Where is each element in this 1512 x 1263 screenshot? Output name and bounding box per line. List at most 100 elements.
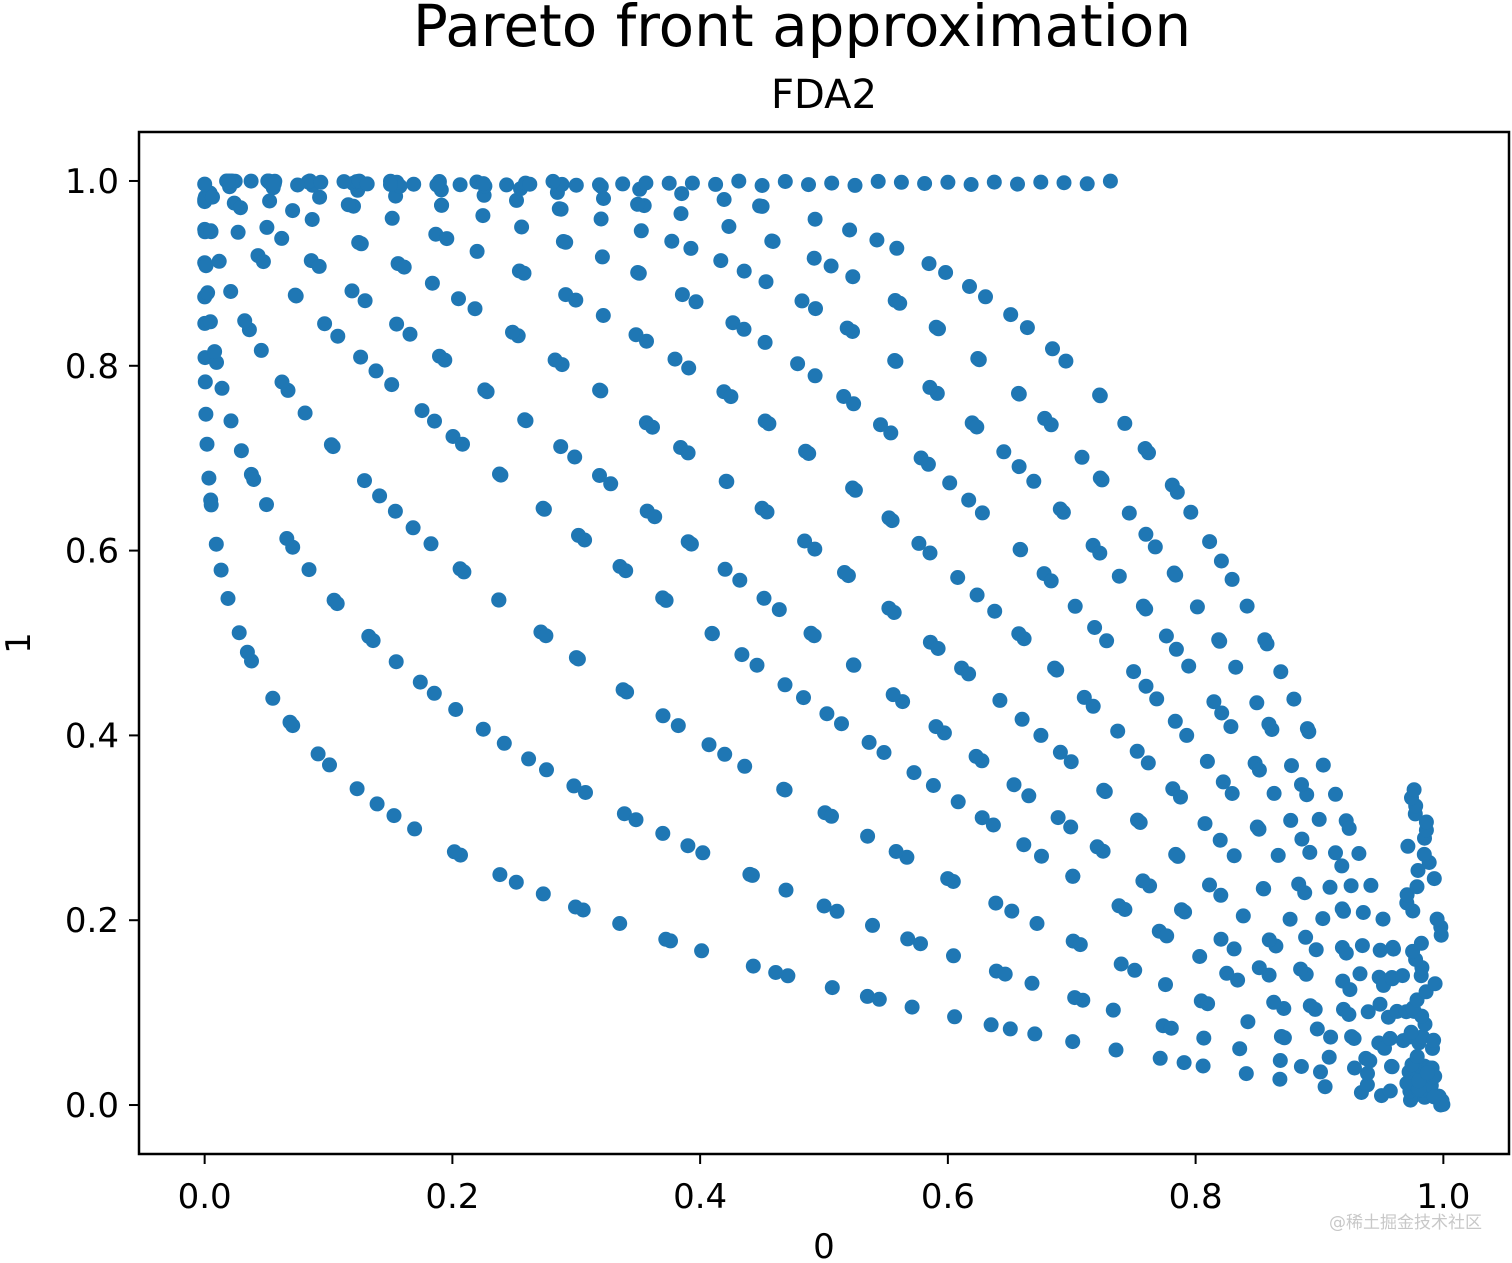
data-point xyxy=(1024,975,1040,991)
data-point xyxy=(1270,847,1286,863)
data-point xyxy=(1354,938,1370,954)
data-point xyxy=(568,177,584,193)
data-point xyxy=(446,844,462,860)
data-point xyxy=(913,450,929,466)
data-point xyxy=(1426,1089,1442,1105)
data-point xyxy=(1111,568,1127,584)
data-point xyxy=(203,497,219,513)
data-point xyxy=(638,175,654,191)
data-point xyxy=(861,734,877,750)
data-point xyxy=(906,765,922,781)
data-point xyxy=(1011,459,1027,475)
data-point xyxy=(1286,691,1302,707)
data-point xyxy=(950,570,966,585)
y-axis-label: 1 xyxy=(0,632,39,654)
data-point xyxy=(885,687,901,703)
data-point xyxy=(1352,966,1368,982)
data-point xyxy=(670,718,686,734)
data-point xyxy=(571,527,586,543)
data-point xyxy=(847,177,863,193)
data-point xyxy=(558,234,574,250)
data-point xyxy=(777,174,793,189)
data-point xyxy=(1043,573,1059,589)
data-point xyxy=(1372,996,1388,1012)
data-point xyxy=(754,178,770,193)
data-point xyxy=(1235,908,1251,924)
data-point xyxy=(243,173,259,189)
data-point xyxy=(1085,698,1101,714)
data-point xyxy=(1302,998,1318,1014)
data-point xyxy=(1158,977,1173,993)
data-point xyxy=(282,714,298,730)
data-point xyxy=(974,505,990,521)
data-point xyxy=(285,203,301,219)
data-point xyxy=(889,240,905,256)
data-point xyxy=(658,592,674,608)
data-point xyxy=(311,258,327,274)
data-point xyxy=(655,825,671,841)
data-point xyxy=(317,316,333,332)
data-point xyxy=(963,177,979,192)
data-point xyxy=(522,176,538,192)
data-point xyxy=(1072,937,1088,953)
data-point xyxy=(842,222,858,238)
data-point xyxy=(596,191,611,206)
data-point xyxy=(259,497,274,513)
data-point xyxy=(1427,976,1443,992)
data-point xyxy=(302,173,318,189)
data-point xyxy=(725,315,741,331)
data-point xyxy=(197,374,213,390)
data-point xyxy=(1341,1007,1357,1022)
data-point xyxy=(1173,789,1188,805)
data-point xyxy=(1323,1029,1339,1045)
data-point xyxy=(913,936,928,952)
data-point xyxy=(807,211,823,227)
data-point xyxy=(1382,1031,1398,1046)
data-point xyxy=(1117,902,1133,917)
data-point xyxy=(732,572,748,588)
data-point xyxy=(475,176,491,192)
data-point xyxy=(368,363,384,379)
data-point xyxy=(1261,932,1277,948)
data-point xyxy=(322,757,337,773)
data-point xyxy=(1272,1071,1288,1087)
data-point xyxy=(1362,1053,1378,1069)
data-point xyxy=(517,412,533,428)
data-point xyxy=(1313,1064,1328,1080)
data-point xyxy=(1363,877,1379,893)
data-point xyxy=(816,898,832,914)
data-point xyxy=(922,379,938,395)
data-point xyxy=(1010,176,1025,192)
data-point xyxy=(860,828,876,844)
data-point xyxy=(1213,931,1229,947)
data-point xyxy=(304,212,320,227)
data-point xyxy=(997,966,1013,982)
data-point xyxy=(1152,1050,1168,1066)
data-point xyxy=(230,224,246,240)
data-point xyxy=(911,535,927,551)
data-point xyxy=(1272,1053,1288,1068)
data-point xyxy=(426,685,442,701)
data-point xyxy=(616,806,632,822)
data-point xyxy=(1409,879,1425,895)
data-point xyxy=(1215,774,1231,790)
data-point xyxy=(756,590,772,606)
data-point xyxy=(1176,1055,1192,1071)
x-tick-label: 0.4 xyxy=(673,1177,727,1217)
data-point xyxy=(469,243,485,259)
data-point xyxy=(1273,664,1289,680)
data-point xyxy=(1149,691,1165,707)
data-point xyxy=(244,653,259,669)
data-point xyxy=(593,211,609,227)
data-point xyxy=(340,197,356,213)
data-point xyxy=(1006,777,1022,793)
data-point xyxy=(893,174,909,190)
data-point xyxy=(904,999,920,1015)
data-point xyxy=(1195,1058,1211,1074)
data-point xyxy=(1087,620,1103,635)
data-point xyxy=(1239,598,1255,614)
data-point xyxy=(389,316,405,332)
data-point xyxy=(615,176,631,192)
data-point xyxy=(233,443,249,459)
data-point xyxy=(1251,821,1267,837)
